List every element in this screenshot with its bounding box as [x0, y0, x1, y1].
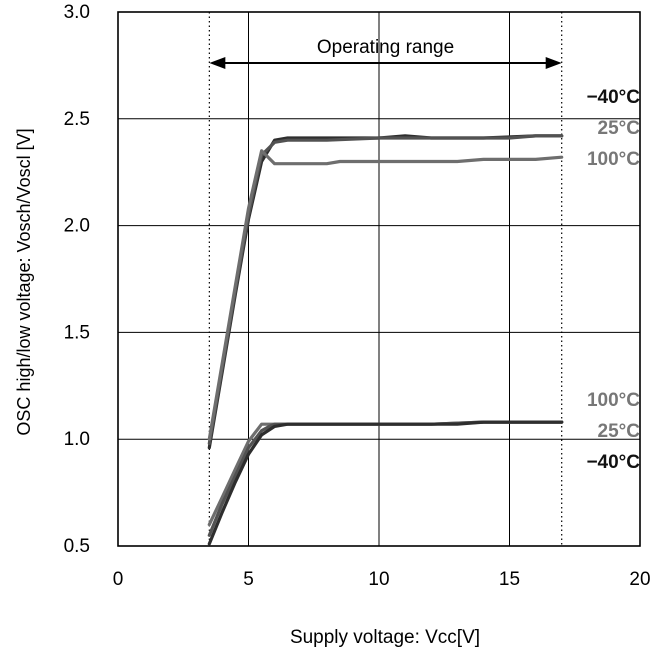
- legend-label-low: 100°C: [587, 390, 640, 411]
- grid-lines: [118, 12, 640, 546]
- plot-frame: [117, 11, 641, 547]
- y-tick-labels: 0.5 1.0 1.5 2.0 2.5 3.0: [64, 2, 90, 557]
- legend-label-high: 25°C: [598, 118, 641, 139]
- legend-labels-low: 100°C 25°C −40°C: [586, 390, 640, 473]
- series-line-high-1: [207, 134, 564, 446]
- y-tick-label: 1.5: [64, 322, 90, 343]
- x-tick-label: 15: [499, 569, 520, 590]
- y-tick-label: 2.5: [64, 109, 90, 130]
- legend-label-low: −40°C: [586, 452, 640, 473]
- y-tick-label: 3.0: [64, 2, 90, 23]
- arrow-head-right: [545, 57, 562, 69]
- legend-label-high: −40°C: [586, 87, 640, 108]
- operating-range-label: Operating range: [317, 37, 454, 58]
- series-line-high-0: [207, 134, 564, 450]
- series-line-low-5: [207, 420, 564, 546]
- x-tick-labels: 0 5 10 15 20: [113, 569, 651, 590]
- y-tick-label: 0.5: [64, 536, 90, 557]
- x-axis-label: Supply voltage: Vcc[V]: [290, 627, 480, 648]
- legend-label-low: 25°C: [598, 421, 641, 442]
- legend-labels-high: −40°C 25°C 100°C: [586, 87, 640, 170]
- x-tick-label: 0: [113, 569, 124, 590]
- legend-label-high: 100°C: [587, 149, 640, 170]
- y-tick-label: 2.0: [64, 216, 90, 237]
- x-tick-label: 10: [368, 569, 389, 590]
- y-tick-label: 1.0: [64, 429, 90, 450]
- series-line-low-3: [207, 420, 564, 527]
- series-layer: [207, 134, 564, 546]
- y-axis-label: OSC high/low voltage: Vosch/Voscl [V]: [14, 128, 34, 435]
- x-tick-label: 20: [629, 569, 650, 590]
- operating-range-arrow: [209, 57, 562, 69]
- series-line-high-2: [207, 149, 564, 441]
- operating-range-lines: [208, 12, 563, 546]
- x-tick-label: 5: [243, 569, 254, 590]
- arrow-head-left: [209, 57, 226, 69]
